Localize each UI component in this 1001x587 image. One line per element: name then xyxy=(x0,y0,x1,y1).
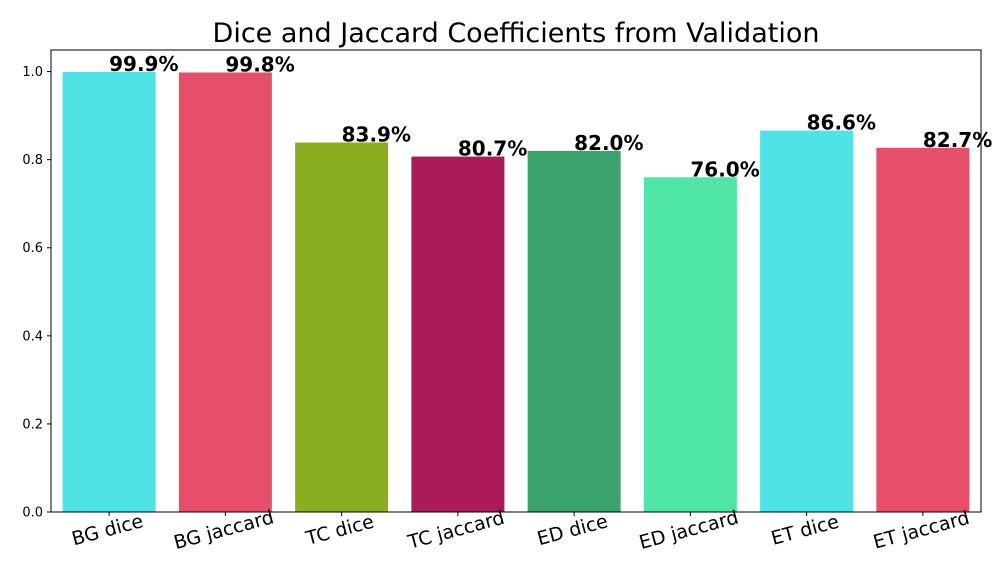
x-tick-label-2: BG jaccard xyxy=(171,506,276,554)
y-tick-label-4: 0.6 xyxy=(22,241,43,256)
bars-layer xyxy=(62,72,970,513)
y-tick-label-5: 0.8 xyxy=(22,153,43,168)
bar-1 xyxy=(62,72,156,513)
bar-8 xyxy=(876,147,970,512)
y-tick-label-1: 0.0 xyxy=(22,506,43,521)
x-tick-label-1: BG dice xyxy=(69,510,145,550)
plot-frame xyxy=(50,49,982,513)
chart-title: Dice and Jaccard Coefficients from Valid… xyxy=(213,18,820,49)
data-label-4: 80.7% xyxy=(458,137,527,161)
x-tick-label-8: ET jaccard xyxy=(871,507,972,554)
bar-7 xyxy=(760,130,854,512)
data-label-6: 76.0% xyxy=(690,157,759,181)
data-label-1: 99.9% xyxy=(109,52,178,76)
y-tick-label-3: 0.4 xyxy=(22,329,43,344)
x-tick-label-3: TC dice xyxy=(303,511,377,550)
bar-6 xyxy=(643,177,737,512)
y-tick-label-6: 1.0 xyxy=(22,65,43,80)
y-axis: 0.0 0.2 0.4 0.6 0.8 1.0 xyxy=(22,65,51,521)
bar-5 xyxy=(527,150,621,513)
data-labels-layer: 99.9% 99.8% 83.9% 80.7% 82.0% 76.0% 86.6% 82.7% xyxy=(109,52,992,181)
y-tick-label-2: 0.2 xyxy=(22,417,43,432)
data-label-5: 82.0% xyxy=(574,131,643,155)
data-label-7: 86.6% xyxy=(807,111,876,135)
bar-3 xyxy=(295,142,389,513)
bar-2 xyxy=(178,72,272,513)
data-label-2: 99.8% xyxy=(225,52,294,76)
x-tick-label-5: ED dice xyxy=(535,510,610,550)
x-tick-label-7: ET dice xyxy=(769,511,841,550)
bar-4 xyxy=(411,156,505,512)
data-label-8: 82.7% xyxy=(923,128,992,152)
x-tick-label-4: TC jaccard xyxy=(405,507,507,554)
data-label-3: 83.9% xyxy=(342,122,411,146)
x-tick-label-6: ED jaccard xyxy=(637,506,741,554)
x-axis: BG dice BG jaccard TC dice TC jaccard ED dic… xyxy=(69,506,971,554)
